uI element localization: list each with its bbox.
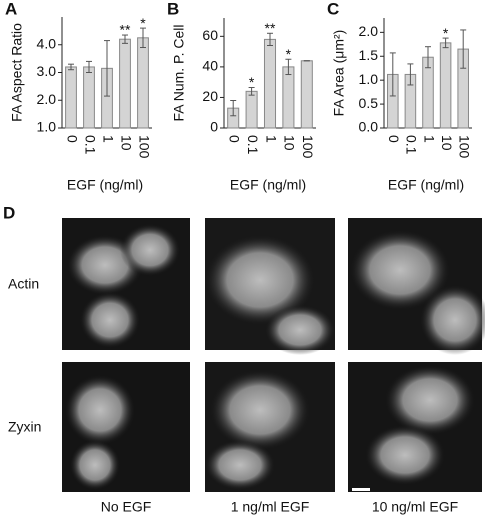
x-tick-label: 1 [421,135,437,143]
row-label: Zyxin [8,419,41,435]
panel-label: D [3,203,15,222]
x-tick-label: 1 [100,135,116,143]
y-tick-label: 0.5 [359,95,379,111]
error-bar [122,34,128,44]
y-axis-label: FA Num. P. Cell [171,24,187,121]
x-tick-label: 0.1 [82,135,98,155]
panel-label: C [327,0,339,18]
y-tick-label: 3.0 [37,63,57,79]
y-tick-label: 2.0 [37,91,57,107]
x-axis-label: EGF (ng/ml) [67,177,143,193]
x-tick-label: 10 [118,135,134,151]
y-tick-label: 0.0 [359,119,379,135]
y-axis-label: FA Aspect Ratio [9,23,25,122]
bar [300,60,313,129]
y-tick-label: 0 [210,119,218,135]
bar [83,66,95,129]
error-bar [104,40,110,97]
x-tick-label: 0.1 [245,135,261,155]
y-tick-label: 60 [202,27,218,43]
cells [65,224,485,490]
x-tick-label: 10 [282,135,298,151]
panel-label: A [5,0,17,18]
y-tick-label: 1.0 [37,119,57,135]
panel-label: B [167,0,179,18]
significance: ** [265,20,276,36]
y-axis-label: FA Area (μm²) [331,30,347,117]
bar [282,66,295,129]
y-tick-label: 2.0 [359,23,379,39]
column-label: 10 ng/ml EGF [372,499,458,515]
x-tick-label: 0 [386,135,402,143]
error-bar [68,63,74,71]
significance: * [140,15,146,31]
y-tick-label: 20 [202,88,218,104]
bar [137,37,149,129]
x-axis-label: EGF (ng/ml) [230,177,306,193]
significance: * [249,74,255,90]
error-bar [140,27,146,49]
micrographs [62,218,485,492]
x-tick-label: 100 [300,135,316,159]
error-bar [460,29,467,69]
error-bar [248,87,255,96]
x-tick-label: 0 [226,135,242,143]
x-tick-label: 1 [263,135,279,143]
x-tick-label: 100 [136,135,152,159]
column-label: No EGF [101,499,152,515]
bar [263,38,277,129]
significance: ** [120,22,131,38]
error-bar [285,58,292,76]
x-tick-label: 10 [439,135,455,151]
error-bar [425,46,431,69]
error-bar [389,52,396,97]
x-tick-label: 0.1 [404,135,420,155]
error-bar [86,60,92,73]
y-tick-label: 1.5 [359,47,379,63]
y-tick-label: 40 [202,58,218,74]
significance: * [443,25,449,41]
x-axis-label: EGF (ng/ml) [388,177,464,193]
y-tick-label: 4.0 [37,35,57,51]
error-bar [407,63,414,86]
bar [245,90,258,129]
row-label: Actin [8,276,39,292]
bar [439,42,452,129]
y-tick-label: 1.0 [359,71,379,87]
bar [119,38,131,129]
scale-bar [352,488,370,491]
error-bar [442,37,449,49]
significance: * [286,46,292,62]
x-tick-label: 100 [456,135,472,159]
error-bar [230,100,237,117]
error-bar [267,32,273,46]
bar [65,66,77,129]
x-tick-label: 0 [64,135,80,143]
column-label: 1 ng/ml EGF [231,499,310,515]
